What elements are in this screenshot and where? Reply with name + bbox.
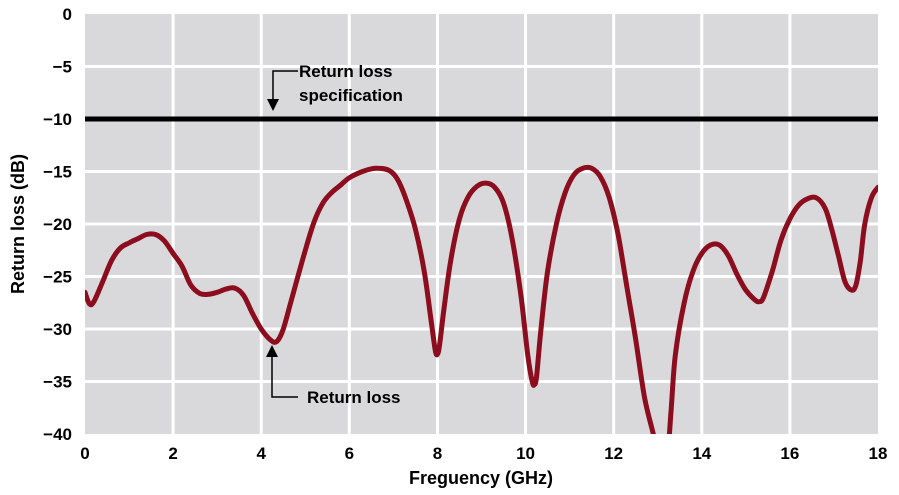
- x-tick-label: 4: [256, 444, 266, 463]
- x-tick-label: 2: [168, 444, 177, 463]
- x-tick-label: 16: [780, 444, 799, 463]
- x-tick-label: 12: [604, 444, 623, 463]
- spec-annotation-line1: Return loss: [299, 62, 393, 81]
- spec-callout-arrowhead: [267, 99, 279, 111]
- spec-annotation: Return loss specification: [267, 62, 403, 111]
- return-loss-series: [85, 164, 878, 434]
- x-tick-labels: 0 2 4 6 8 10 12 14 16 18: [80, 444, 887, 463]
- y-tick-label: 0: [63, 5, 72, 24]
- spec-callout-line: [272, 70, 298, 99]
- y-tick-label: −15: [43, 163, 72, 182]
- y-tick-labels: 0 −5 −10 −15 −20 −25 −30 −35 −40: [43, 5, 72, 444]
- y-tick-label: −10: [43, 110, 72, 129]
- y-tick-label: −40: [43, 425, 72, 444]
- x-tick-label: 8: [433, 444, 442, 463]
- y-tick-label: −35: [43, 373, 72, 392]
- curve-callout-arrowhead: [266, 345, 278, 357]
- x-tick-label: 0: [80, 444, 89, 463]
- curve-callout-line: [271, 356, 298, 398]
- y-tick-label: −25: [43, 268, 72, 287]
- x-tick-label: 18: [869, 444, 888, 463]
- x-axis-title: Freguency (GHz): [409, 468, 553, 488]
- x-tick-label: 6: [345, 444, 354, 463]
- y-tick-label: −30: [43, 320, 72, 339]
- x-tick-label: 14: [692, 444, 711, 463]
- curve-annotation-label: Return loss: [307, 388, 401, 407]
- spec-annotation-line2: specification: [299, 86, 403, 105]
- x-tick-label: 10: [516, 444, 535, 463]
- y-tick-label: −20: [43, 215, 72, 234]
- curve-annotation: Return loss: [266, 345, 401, 407]
- y-tick-label: −5: [53, 58, 72, 77]
- y-axis-title: Return loss (dB): [8, 154, 28, 294]
